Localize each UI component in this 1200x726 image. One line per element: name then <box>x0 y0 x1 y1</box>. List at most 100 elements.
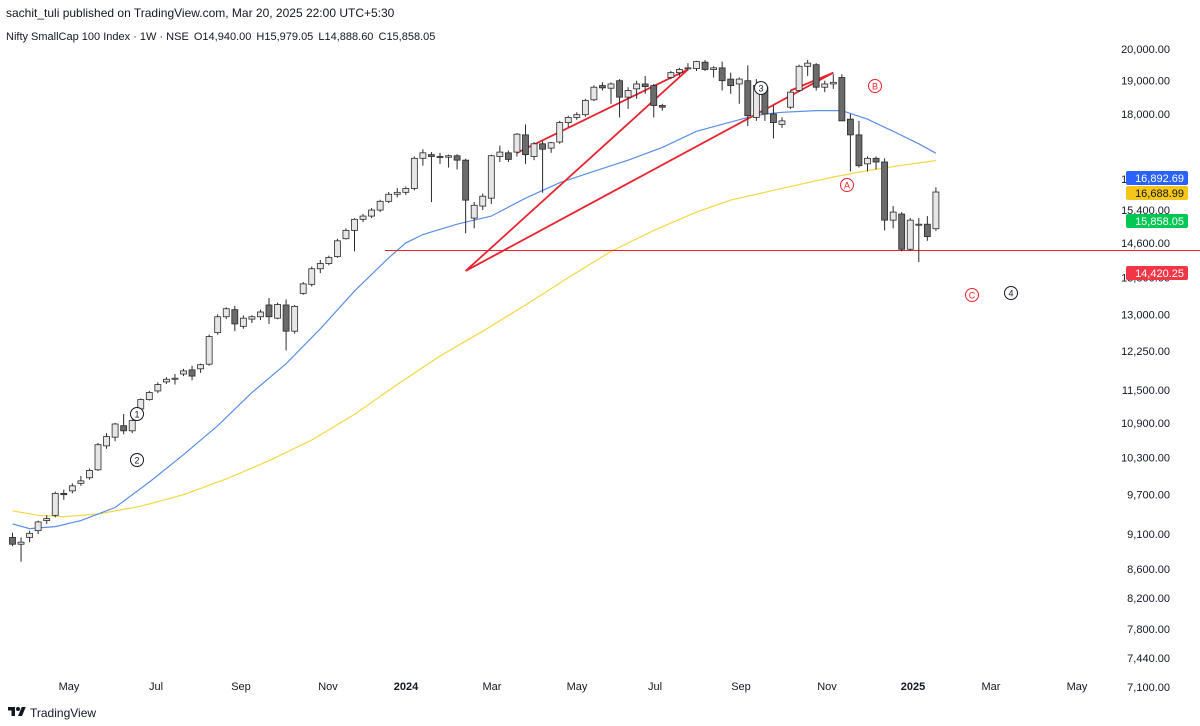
candle-body <box>701 61 709 70</box>
moving-averages <box>12 110 937 530</box>
candle-body <box>26 532 34 538</box>
candle-body <box>86 470 93 479</box>
candle <box>847 114 854 172</box>
x-tick-label: May <box>1067 681 1088 693</box>
candle-body <box>231 309 239 325</box>
candle-body <box>145 392 153 400</box>
candle-body <box>727 78 735 86</box>
candle-body <box>633 83 641 90</box>
wave-label-circle <box>130 453 144 467</box>
candle <box>299 282 307 295</box>
candle-body <box>17 541 25 545</box>
candle <box>368 208 376 219</box>
candle-body <box>778 120 786 125</box>
candle <box>436 152 444 164</box>
wave-label-text: 2 <box>134 456 139 466</box>
x-tick-label: 2025 <box>901 681 925 693</box>
candle <box>744 65 752 127</box>
candle <box>462 158 470 234</box>
candle <box>248 315 256 323</box>
candle <box>111 422 119 442</box>
candle-body <box>556 122 564 143</box>
candle-body <box>864 157 871 165</box>
wave-label-circle <box>130 407 144 421</box>
candle <box>898 212 906 252</box>
price-label-box <box>1126 266 1188 280</box>
candle-body <box>333 240 341 257</box>
candle <box>676 67 683 76</box>
candle <box>197 363 205 373</box>
candle <box>393 188 401 198</box>
y-tick-label: 8,200.00 <box>1127 593 1170 605</box>
time-axis[interactable]: May Jul Sep Nov 2024 Mar May Jul Sep Nov 2025 Mar Ma… <box>59 681 1088 693</box>
candle-body <box>51 493 59 516</box>
candle-body <box>376 200 384 211</box>
candle-body <box>838 77 846 122</box>
x-tick-label: Nov <box>817 681 837 693</box>
candle <box>428 152 435 203</box>
candle <box>530 141 538 161</box>
symbol-name[interactable]: Nifty SmallCap 100 Index · 1W · NSE <box>6 31 189 43</box>
candle <box>9 532 16 547</box>
candle-body <box>744 80 752 117</box>
candle <box>470 202 478 229</box>
y-tick-label: 9,700.00 <box>1127 490 1170 502</box>
wave-label-circle <box>868 79 882 93</box>
price-label-box <box>1126 186 1188 200</box>
candle-body <box>60 493 68 496</box>
candle-body <box>872 157 880 163</box>
candle <box>188 365 196 381</box>
candle <box>787 90 794 109</box>
candle <box>77 475 85 486</box>
candle <box>770 105 777 139</box>
footer: TradingView <box>0 700 1200 726</box>
candle-body <box>590 86 598 101</box>
candle <box>154 382 162 394</box>
candle <box>735 77 743 104</box>
candle <box>855 120 863 168</box>
price-axis[interactable]: 22,000.0021,000.0020,000.0019,000.0018,0… <box>1121 26 1170 694</box>
candle-body <box>676 69 683 74</box>
candle-body <box>291 305 299 332</box>
candle <box>231 305 239 332</box>
candle-body <box>299 283 307 294</box>
candle-body <box>889 211 897 221</box>
candle-body <box>282 304 290 332</box>
x-tick-label: Sep <box>731 681 751 693</box>
candle <box>68 483 76 494</box>
candle-body <box>829 81 837 85</box>
candle-body <box>932 191 940 230</box>
wave-label: 1 <box>130 407 144 421</box>
candle <box>120 413 128 435</box>
candle <box>487 154 495 205</box>
candle-body <box>103 436 110 447</box>
candle <box>564 115 572 128</box>
price-label: 14,420.25 <box>1126 266 1188 280</box>
candle-body <box>180 370 187 375</box>
publish-header: sachit_tuli published on TradingView.com… <box>0 0 1200 26</box>
candle <box>43 515 51 524</box>
wave-label: C <box>965 288 979 302</box>
candle <box>316 260 324 274</box>
candle-body <box>274 304 281 319</box>
candle <box>359 214 367 223</box>
price-label: 16,892.69 <box>1126 171 1188 185</box>
candle-body <box>239 317 247 327</box>
candle-body <box>718 67 726 82</box>
candle-body <box>214 316 222 334</box>
candle-body <box>547 142 555 149</box>
x-tick-label: May <box>59 681 80 693</box>
candle <box>667 71 675 80</box>
candle <box>496 145 504 163</box>
y-tick-label: 7,100.00 <box>1127 682 1170 694</box>
candle <box>419 149 427 166</box>
candle-body <box>257 311 264 318</box>
x-tick-label: Mar <box>982 681 1001 693</box>
candle <box>821 80 829 93</box>
candle-body <box>351 218 358 231</box>
candle-body <box>795 65 803 91</box>
candle <box>864 156 871 172</box>
candle <box>778 117 786 128</box>
y-tick-label: 9,100.00 <box>1127 529 1170 541</box>
